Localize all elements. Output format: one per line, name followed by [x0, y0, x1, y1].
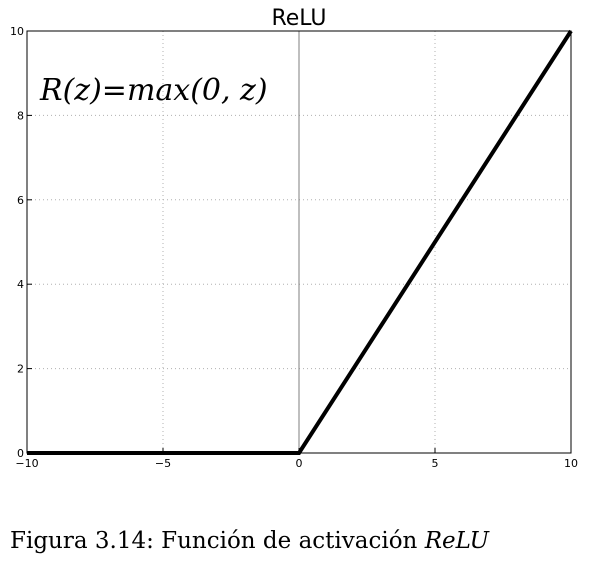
y-ticks: 0 2 4 6 8 10	[10, 25, 32, 460]
caption-text: Figura 3.14: Función de activación	[10, 528, 418, 554]
y-tick-label: 2	[17, 363, 24, 376]
y-tick-label: 10	[10, 25, 24, 38]
formula-annotation: R(z)=max(0, z)	[39, 73, 268, 108]
y-tick-label: 4	[17, 278, 24, 291]
x-tick-label: 5	[432, 457, 439, 470]
figure-caption: Figura 3.14: Función de activación ReLU	[0, 528, 598, 554]
y-tick-label: 6	[17, 194, 24, 207]
caption-math: ReLU	[424, 528, 490, 554]
x-tick-label: −10	[15, 457, 38, 470]
y-tick-label: 0	[17, 447, 24, 460]
x-ticks: −10 −5 0 5 10	[15, 448, 578, 470]
x-tick-label: −5	[155, 457, 171, 470]
y-tick-label: 8	[17, 109, 24, 122]
chart-title: ReLU	[271, 6, 326, 31]
x-tick-label: 0	[296, 457, 303, 470]
x-tick-label: 10	[564, 457, 578, 470]
